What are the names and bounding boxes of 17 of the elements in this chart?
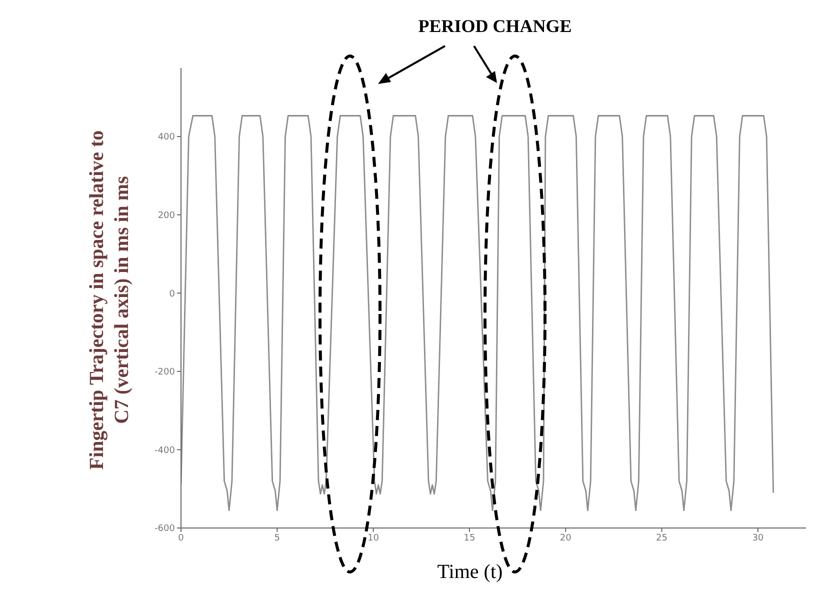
- x-tick-label: 30: [752, 533, 764, 544]
- y-tick-label: 0: [169, 289, 176, 300]
- x-tick-label: 5: [274, 533, 280, 544]
- y-tick-label: -400: [154, 446, 176, 456]
- x-tick-label: 15: [464, 533, 476, 544]
- y-axis-title: Fingertip Trajectory in space relative to C7 (vertical axis) in ms in ms: [85, 129, 134, 472]
- x-tick-label: 10: [368, 533, 380, 544]
- x-axis-title: Time (t): [436, 561, 504, 584]
- y-tick-label: 400: [158, 132, 176, 143]
- line-series: [181, 115, 774, 512]
- x-tick-label: 20: [560, 533, 572, 544]
- y-tick-label: -200: [154, 368, 176, 378]
- x-tick-label: 25: [656, 533, 668, 544]
- chart-title: PERIOD CHANGE: [417, 16, 573, 37]
- y-tick-label: -600: [154, 524, 176, 534]
- x-tick-label: 0: [178, 533, 184, 544]
- y-tick-label: 200: [158, 211, 176, 222]
